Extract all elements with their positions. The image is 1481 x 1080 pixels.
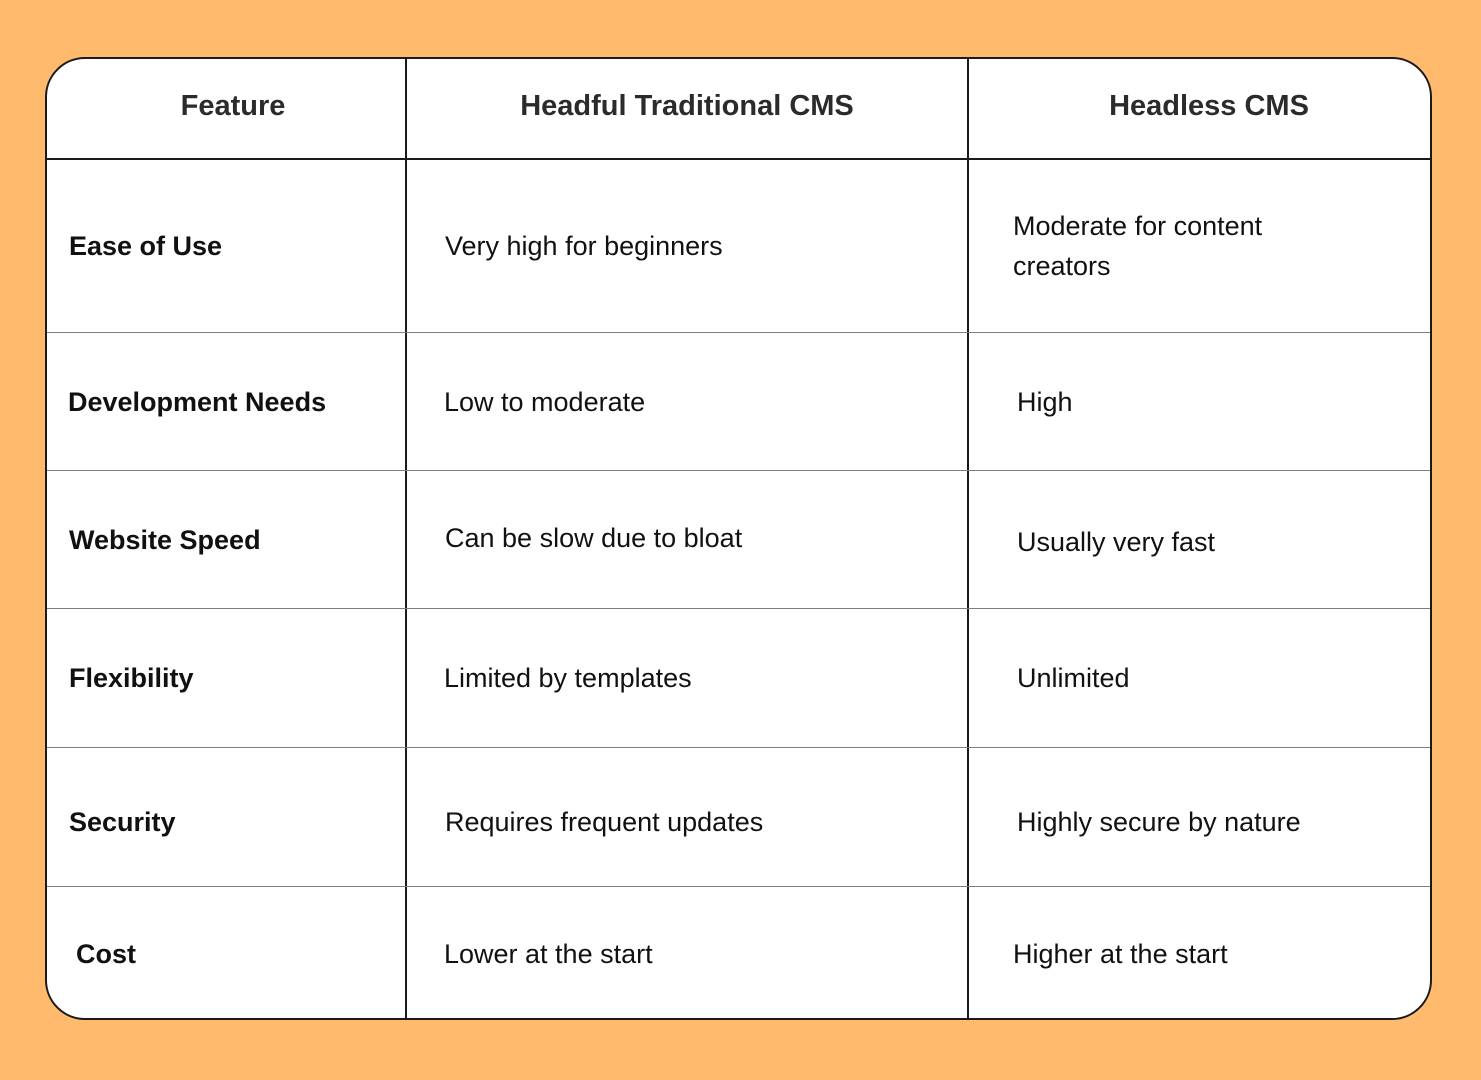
table-row: Ease of Use Very high for beginners Mode… bbox=[47, 160, 1430, 333]
feature-cell: Cost bbox=[76, 938, 136, 969]
table-row: Security Requires frequent updates Highl… bbox=[47, 748, 1430, 887]
table-row: Development Needs Low to moderate High bbox=[47, 333, 1430, 471]
headless-cell: Moderate for content creators bbox=[1013, 211, 1263, 281]
headful-cell: Can be slow due to bloat bbox=[445, 522, 743, 553]
headless-cell: High bbox=[1017, 386, 1073, 417]
feature-cell: Development Needs bbox=[68, 386, 327, 417]
feature-cell: Security bbox=[69, 806, 176, 837]
column-divider-2 bbox=[967, 59, 969, 1018]
headful-cell: Limited by templates bbox=[444, 663, 692, 693]
table-row: Flexibility Limited by templates Unlimit… bbox=[47, 609, 1430, 748]
headful-cell: Requires frequent updates bbox=[445, 806, 764, 837]
header-headless-cms: Headless CMS bbox=[1109, 90, 1309, 122]
headful-cell: Low to moderate bbox=[444, 386, 646, 417]
headless-cell: Highly secure by nature bbox=[1017, 806, 1301, 837]
feature-cell: Flexibility bbox=[69, 663, 194, 693]
column-divider-1 bbox=[405, 59, 407, 1018]
headless-cell: Usually very fast bbox=[1017, 526, 1216, 557]
table-row: Website Speed Can be slow due to bloat U… bbox=[47, 471, 1430, 609]
header-feature: Feature bbox=[180, 90, 286, 122]
table-header-row: Feature Headful Traditional CMS Headless… bbox=[47, 59, 1430, 160]
comparison-table: Feature Headful Traditional CMS Headless… bbox=[45, 57, 1432, 1020]
headless-cell: Unlimited bbox=[1017, 663, 1130, 693]
headful-cell: Lower at the start bbox=[444, 938, 653, 969]
headful-cell: Very high for beginners bbox=[445, 231, 723, 261]
header-headful-cms: Headful Traditional CMS bbox=[520, 90, 854, 122]
headless-cell: Higher at the start bbox=[1013, 938, 1228, 969]
feature-cell: Website Speed bbox=[69, 524, 261, 555]
table-row: Cost Lower at the start Higher at the st… bbox=[47, 887, 1430, 1018]
feature-cell: Ease of Use bbox=[69, 231, 223, 261]
